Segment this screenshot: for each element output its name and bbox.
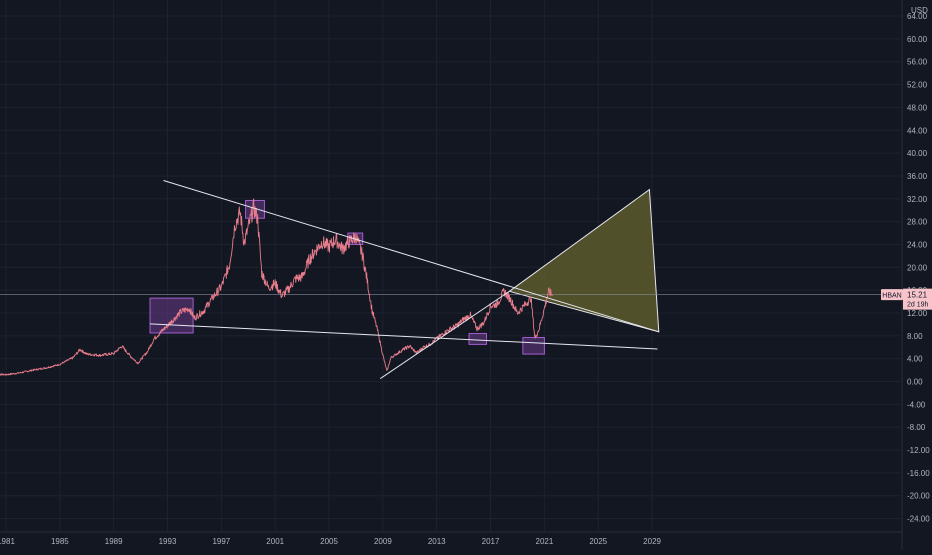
y-tick-label: -20.00 — [907, 492, 930, 501]
last-price-label-group: HBAN 15.21 2d 19h — [881, 288, 932, 310]
box-2020[interactable] — [522, 337, 545, 355]
grid-layer — [0, 0, 903, 550]
x-tick-label: 2029 — [643, 537, 661, 546]
projection-triangle[interactable] — [508, 188, 660, 333]
trendline-layer[interactable] — [149, 180, 659, 380]
y-tick-label: -8.00 — [907, 423, 926, 432]
series-line-hban[interactable] — [0, 198, 553, 376]
box-2016[interactable] — [468, 333, 488, 345]
last-price-box — [903, 288, 932, 310]
last-price-value: 15.21 — [907, 291, 928, 300]
y-tick-label: 56.00 — [907, 58, 928, 67]
y-tick-label: 48.00 — [907, 103, 928, 112]
x-tick-label: 1981 — [0, 537, 15, 546]
last-price-countdown: 2d 19h — [907, 302, 929, 309]
x-tick-label: 2017 — [482, 537, 500, 546]
y-tick-label: 40.00 — [907, 149, 928, 158]
y-tick-label: 0.00 — [907, 378, 923, 387]
x-tick-label: 1989 — [105, 537, 123, 546]
y-tick-label: 52.00 — [907, 81, 928, 90]
y-tick-label: 64.00 — [907, 12, 928, 21]
ticker-label: HBAN — [882, 293, 901, 300]
x-tick-label: 2021 — [536, 537, 554, 546]
trendline-upper-resistance[interactable] — [163, 180, 659, 333]
x-tick-label: 2001 — [266, 537, 284, 546]
x-tick-label: 1997 — [212, 537, 230, 546]
x-tick-label: 1985 — [51, 537, 69, 546]
y-tick-label: 20.00 — [907, 263, 928, 272]
y-tick-label: 8.00 — [907, 332, 923, 341]
x-tick-label: 2009 — [374, 537, 392, 546]
currency-label: USD — [911, 6, 928, 15]
x-tick-label: 1993 — [159, 537, 177, 546]
y-tick-label: 32.00 — [907, 195, 928, 204]
time-axis[interactable]: 1981 1985 1989 1993 1997 2001 2005 2009 2013 2017… — [0, 537, 662, 546]
y-tick-label: -16.00 — [907, 469, 930, 478]
price-axis[interactable]: USD 64.00 60.00 56.00 52.00 48.00 44.00 40.00 3… — [907, 6, 930, 524]
x-tick-label: 2025 — [589, 537, 607, 546]
y-tick-label: 60.00 — [907, 35, 928, 44]
series-layer — [0, 198, 553, 376]
ticker-label-box — [881, 289, 903, 301]
y-tick-label: -12.00 — [907, 446, 930, 455]
y-tick-label: 12.00 — [907, 309, 928, 318]
y-tick-label: 36.00 — [907, 172, 928, 181]
box-1994[interactable] — [149, 297, 194, 334]
x-tick-label: 2005 — [320, 537, 338, 546]
y-tick-label: 28.00 — [907, 218, 928, 227]
y-tick-label: -4.00 — [907, 400, 926, 409]
y-tick-label: 44.00 — [907, 126, 928, 135]
y-tick-label: 4.00 — [907, 355, 923, 364]
trendline-rising-support[interactable] — [379, 290, 510, 380]
y-tick-label: 24.00 — [907, 240, 928, 249]
trendline-lower-support[interactable] — [149, 323, 658, 350]
x-tick-label: 2013 — [428, 537, 446, 546]
y-tick-label: -24.00 — [907, 515, 930, 524]
